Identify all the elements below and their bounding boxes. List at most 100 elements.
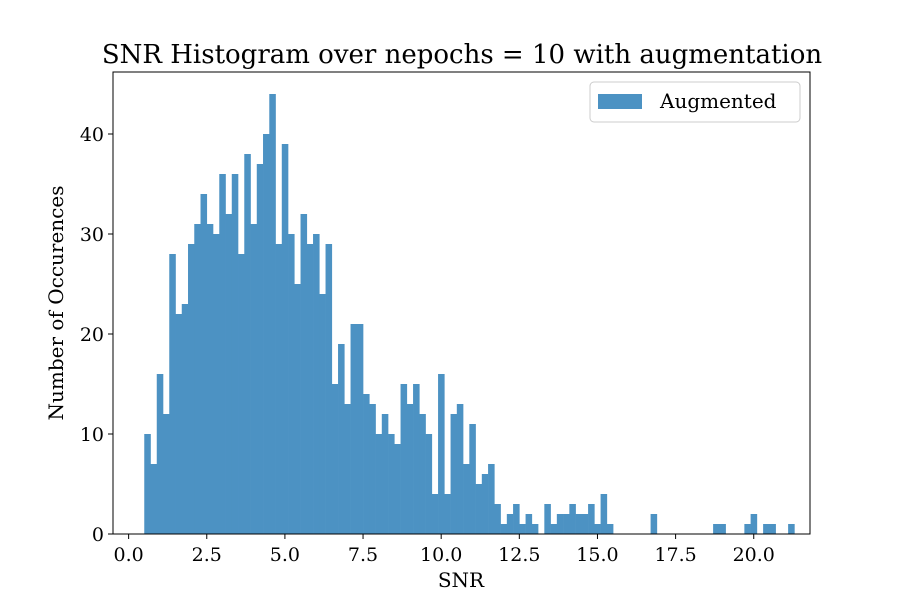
histogram-bar: [500, 524, 508, 534]
histogram-bar: [650, 514, 658, 534]
histogram-bar: [425, 434, 433, 534]
histogram-bar: [563, 514, 570, 534]
histogram-bar: [550, 524, 558, 534]
histogram-bar: [569, 504, 576, 534]
y-tick-label: 30: [80, 224, 104, 246]
y-tick-label: 10: [80, 424, 104, 446]
x-tick-label: 5.0: [270, 544, 300, 566]
histogram-bar: [150, 464, 158, 534]
x-tick-label: 0.0: [114, 544, 144, 566]
histogram-bar: [488, 464, 495, 534]
histogram-bar: [513, 504, 520, 534]
histogram-bar: [456, 404, 464, 534]
histogram-bar: [750, 514, 758, 534]
histogram-bar: [281, 144, 289, 534]
histogram-bar: [394, 444, 401, 534]
histogram-bar: [188, 244, 195, 534]
histogram-bar: [519, 524, 526, 534]
histogram-bar: [181, 304, 189, 534]
histogram-bar: [238, 254, 245, 534]
histogram-bar: [719, 524, 726, 534]
x-ticks-group: 0.0 2.5 5.0 7.5 10.0 12.5 15.0 17.5 20.0: [114, 534, 775, 566]
x-tick-label: 17.5: [654, 544, 696, 566]
histogram-bar: [544, 504, 551, 534]
legend-swatch: [598, 94, 642, 109]
histogram-bar: [400, 384, 408, 534]
histogram-bar: [431, 494, 439, 534]
histogram-bar: [494, 504, 501, 534]
histogram-bar: [419, 414, 426, 534]
histogram-bar: [319, 294, 326, 534]
x-tick-label: 2.5: [192, 544, 222, 566]
x-tick-label: 10.0: [420, 544, 462, 566]
histogram-bar: [575, 514, 583, 534]
histogram-bar: [556, 514, 564, 534]
histogram-bar: [263, 134, 270, 534]
histogram-bar: [331, 384, 339, 534]
histogram-bar: [256, 164, 264, 534]
x-axis-label: SNR: [438, 568, 485, 592]
y-axis-label: Number of Occurences: [44, 186, 68, 421]
histogram-bar: [275, 244, 283, 534]
histogram-bar: [163, 414, 170, 534]
histogram-bar: [356, 324, 364, 534]
histogram-bar: [313, 234, 320, 534]
histogram-bar: [144, 434, 151, 534]
histogram-bar: [763, 524, 770, 534]
histogram-bar: [594, 524, 601, 534]
x-tick-label: 7.5: [348, 544, 378, 566]
histogram-bar: [525, 514, 533, 534]
histogram-bar: [588, 504, 595, 534]
histogram-bar: [413, 384, 420, 534]
histogram-bar: [194, 224, 201, 534]
histogram-bar: [231, 174, 239, 534]
histogram-bar: [363, 394, 370, 534]
x-tick-label: 12.5: [498, 544, 540, 566]
histogram-bar: [444, 494, 451, 534]
histogram-bar: [350, 324, 358, 534]
histogram-bar: [381, 414, 389, 534]
histogram-bar: [300, 214, 308, 534]
histogram-bar: [288, 234, 295, 534]
legend: Augmented: [589, 81, 801, 123]
histogram-bar: [213, 234, 220, 534]
histogram-bar: [269, 94, 276, 534]
histogram-bar: [406, 404, 414, 534]
histogram-bar: [531, 524, 539, 534]
histogram-bar: [475, 484, 483, 534]
histogram-bar: [375, 434, 383, 534]
histogram-bar: [788, 524, 795, 534]
legend-box: [589, 81, 801, 123]
y-ticks-group: 0 10 20 30 40: [80, 124, 113, 546]
plot-frame: [112, 71, 811, 535]
chart-title: SNR Histogram over nepochs = 10 with aug…: [102, 40, 823, 70]
histogram-bar: [600, 494, 608, 534]
histogram-bar: [156, 374, 164, 534]
histogram-bar: [338, 344, 345, 534]
x-tick-label: 20.0: [733, 544, 775, 566]
y-tick-label: 40: [80, 124, 104, 146]
histogram-bar: [744, 524, 751, 534]
histogram-bar: [481, 474, 489, 534]
histogram-bar: [250, 224, 258, 534]
histogram-bar: [169, 254, 176, 534]
histogram-bar: [606, 524, 614, 534]
histogram-bar: [463, 464, 470, 534]
x-tick-label: 15.0: [576, 544, 618, 566]
histogram-bar: [369, 404, 376, 534]
histogram-bar: [306, 244, 314, 534]
histogram-bar: [200, 194, 208, 534]
bars-group: [144, 94, 795, 534]
y-tick-label: 20: [80, 324, 104, 346]
histogram-bar: [225, 214, 233, 534]
histogram-bar: [206, 224, 214, 534]
histogram-bar: [450, 414, 458, 534]
histogram-bar: [244, 154, 251, 534]
histogram-bar: [175, 314, 183, 534]
histogram-bar: [294, 284, 301, 534]
histogram-bar: [438, 374, 445, 534]
legend-label: Augmented: [659, 89, 777, 113]
y-tick-label: 0: [92, 524, 104, 546]
histogram-bar: [388, 434, 395, 534]
